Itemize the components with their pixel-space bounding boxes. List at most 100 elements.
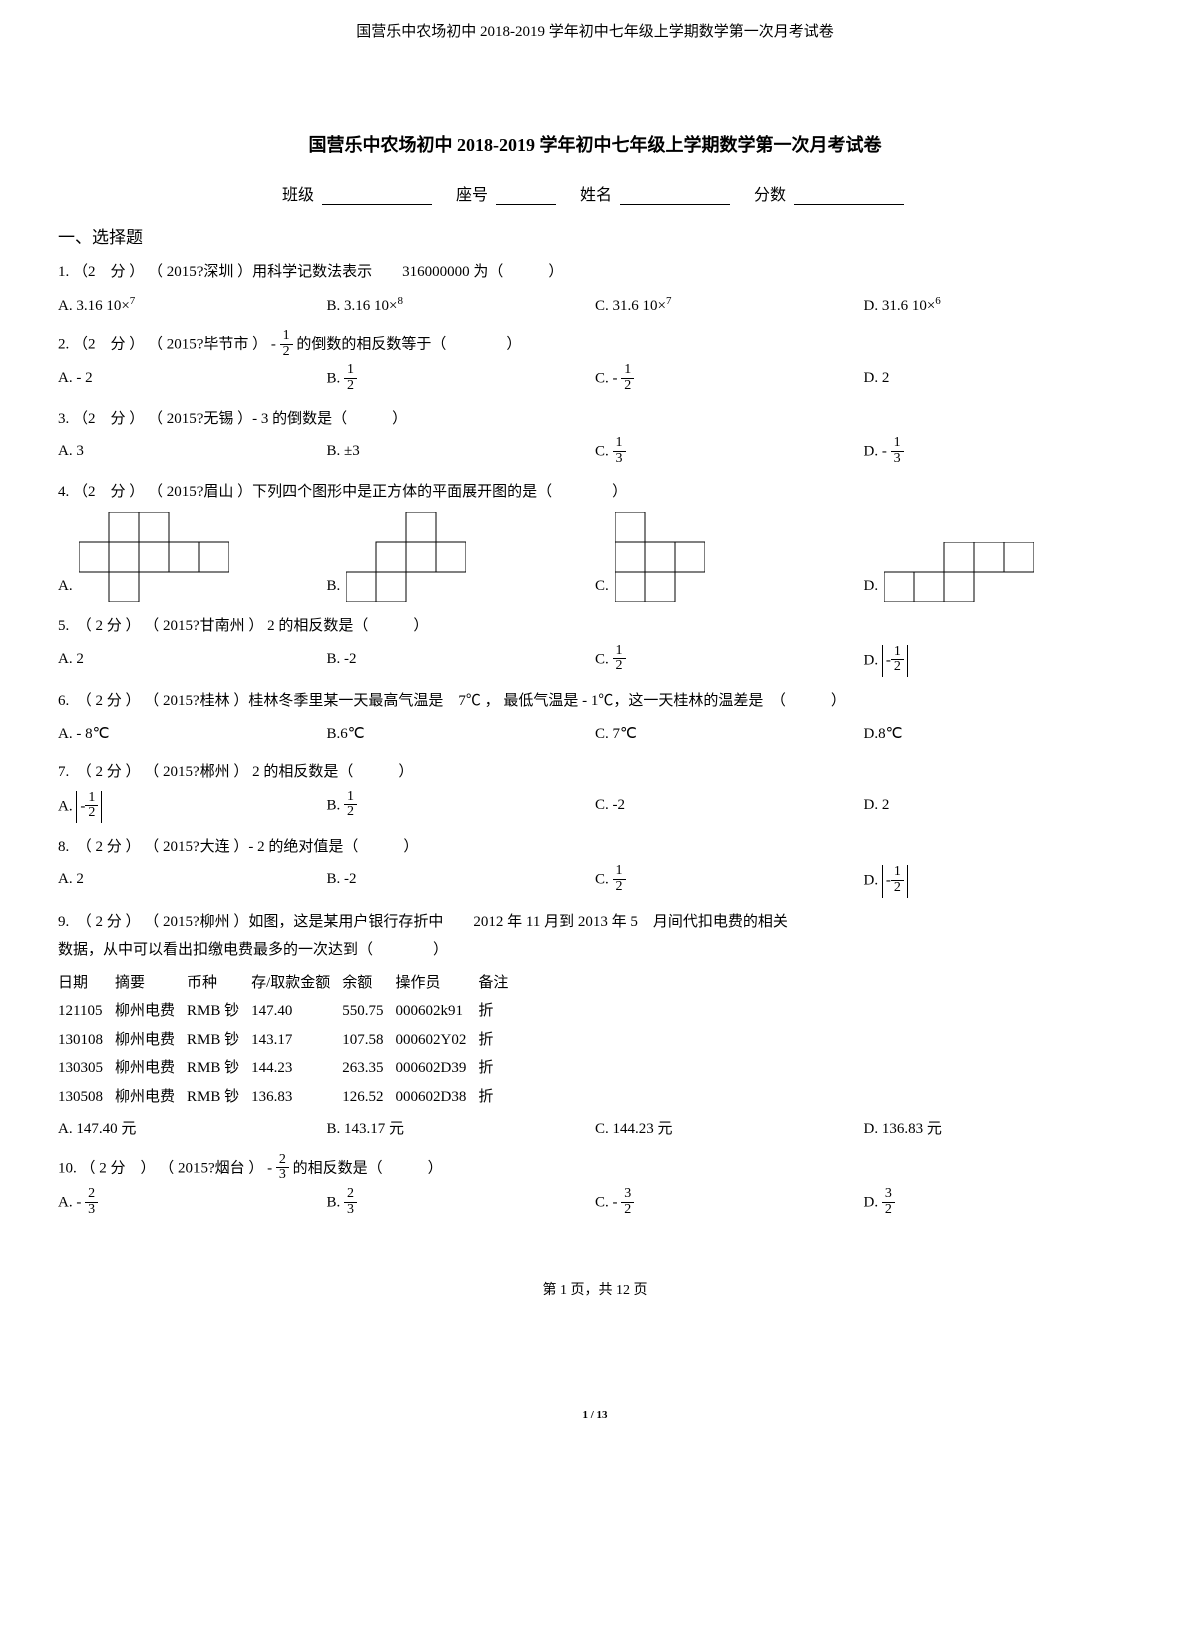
col-date: 日期 xyxy=(58,969,115,998)
cube-net-icon xyxy=(346,512,466,602)
q4-options: A. B. xyxy=(58,512,1132,602)
q8-options: A. 2 B. -2 C. 12 D. -12 xyxy=(58,865,1132,897)
q4-opt-c: C. xyxy=(595,512,864,602)
q3-options: A. 3 B. ±3 C. 13 D. - 13 xyxy=(58,437,1132,467)
q2-opt-a: A. - 2 xyxy=(58,364,327,394)
fraction-icon: 12 xyxy=(344,790,357,820)
q5-stem: 5. （ 2 分 ） （ 2015?甘南州 ） 2 的相反数是（ ） xyxy=(58,612,1132,641)
fraction-icon: 32 xyxy=(621,1187,634,1217)
q4-opt-d: D. xyxy=(864,542,1133,602)
q2-opt-d: D. 2 xyxy=(864,364,1133,394)
q6-opt-a: A. - 8℃ xyxy=(58,720,327,749)
col-operator: 操作员 xyxy=(396,969,479,998)
fraction-icon: 32 xyxy=(882,1187,895,1217)
col-amount: 存/取款金额 xyxy=(251,969,342,998)
class-blank xyxy=(322,190,432,205)
q5-opt-d: D. -12 xyxy=(864,645,1133,677)
fraction-icon: 23 xyxy=(276,1153,289,1183)
table-row: 130508柳州电费RMB 钞136.83126.52000602D38折 xyxy=(58,1083,520,1112)
fraction-icon: 12 xyxy=(613,644,626,674)
question-2: 2. （2 分 ） （ 2015?毕节市 ） - 12 的倒数的相反数等于（ ）… xyxy=(58,330,1132,395)
cube-net-icon xyxy=(884,542,1034,602)
col-currency: 币种 xyxy=(187,969,251,998)
q10-opt-b: B. 23 xyxy=(327,1188,596,1218)
q1-opt-c: C. 31.6 10×7 xyxy=(595,291,864,321)
q2-opt-c: C. - 12 xyxy=(595,364,864,394)
seat-label: 座号 xyxy=(456,187,488,204)
fraction-icon: 12 xyxy=(85,791,98,821)
q3-stem: 3. （2 分 ） （ 2015?无锡 ）- 3 的倒数是（ ） xyxy=(58,405,1132,434)
cube-net-icon xyxy=(615,512,705,602)
fraction-icon: 23 xyxy=(344,1187,357,1217)
q1-opt-b: B. 3.16 10×8 xyxy=(327,291,596,321)
q3-opt-d: D. - 13 xyxy=(864,437,1133,467)
q6-opt-c: C. 7℃ xyxy=(595,720,864,749)
q2-opt-b: B. 12 xyxy=(327,364,596,394)
question-7: 7. （ 2 分 ） （ 2015?郴州 ） 2 的相反数是（ ） A. -12… xyxy=(58,758,1132,823)
q5-opt-c: C. 12 xyxy=(595,645,864,677)
q8-opt-c: C. 12 xyxy=(595,865,864,897)
q6-stem: 6. （ 2 分 ） （ 2015?桂林 ）桂林冬季里某一天最高气温是 7℃ ，… xyxy=(58,687,1132,716)
title-prefix: 国营乐中农场初中 xyxy=(309,135,458,155)
q9-stem-line2: 数据，从中可以看出扣缴电费最多的一次达到（ ） xyxy=(58,936,1132,965)
table-row: 130305柳州电费RMB 钞144.23263.35000602D39折 xyxy=(58,1054,520,1083)
q10-opt-d: D. 32 xyxy=(864,1188,1133,1218)
bank-transactions-table: 日期 摘要 币种 存/取款金额 余额 操作员 备注 121105柳州电费RMB … xyxy=(58,969,520,1112)
q1-opt-d: D. 31.6 10×6 xyxy=(864,291,1133,321)
question-3: 3. （2 分 ） （ 2015?无锡 ）- 3 的倒数是（ ） A. 3 B.… xyxy=(58,405,1132,468)
q7-opt-a: A. -12 xyxy=(58,791,327,823)
abs-icon: -12 xyxy=(882,645,908,677)
q9-options: A. 147.40 元 B. 143.17 元 C. 144.23 元 D. 1… xyxy=(58,1115,1132,1144)
q8-opt-a: A. 2 xyxy=(58,865,327,897)
q7-opt-b: B. 12 xyxy=(327,791,596,823)
q4-stem: 4. （2 分 ） （ 2015?眉山 ）下列四个图形中是正方体的平面展开图的是… xyxy=(58,478,1132,507)
q9-opt-a: A. 147.40 元 xyxy=(58,1115,327,1144)
q4-opt-b: B. xyxy=(327,512,596,602)
fraction-icon: 13 xyxy=(891,436,904,466)
question-9: 9. （ 2 分 ） （ 2015?柳州 ）如图，这是某用户银行存折中 2012… xyxy=(58,908,1132,1144)
title-suffix: 学年初中七年级上学期数学第一次月考试卷 xyxy=(535,135,882,155)
col-remark: 备注 xyxy=(478,969,520,998)
q5-opt-a: A. 2 xyxy=(58,645,327,677)
name-label: 姓名 xyxy=(580,187,612,204)
q3-opt-a: A. 3 xyxy=(58,437,327,467)
q2-stem: 2. （2 分 ） （ 2015?毕节市 ） - 12 的倒数的相反数等于（ ） xyxy=(58,330,1132,360)
fraction-icon: 12 xyxy=(344,363,357,393)
question-4: 4. （2 分 ） （ 2015?眉山 ）下列四个图形中是正方体的平面展开图的是… xyxy=(58,478,1132,603)
q1-options: A. 3.16 10×7 B. 3.16 10×8 C. 31.6 10×7 D… xyxy=(58,291,1132,321)
abs-icon: -12 xyxy=(76,791,102,823)
title-year: 2018-2019 xyxy=(457,135,535,155)
fraction-icon: 12 xyxy=(280,329,293,359)
q8-stem: 8. （ 2 分 ） （ 2015?大连 ）- 2 的绝对值是（ ） xyxy=(58,833,1132,862)
q9-stem-line1: 9. （ 2 分 ） （ 2015?柳州 ）如图，这是某用户银行存折中 2012… xyxy=(58,908,1132,937)
q6-opt-d: D.8℃ xyxy=(864,720,1133,749)
q3-opt-c: C. 13 xyxy=(595,437,864,467)
running-header: 国营乐中农场初中 2018-2019 学年初中七年级上学期数学第一次月考试卷 xyxy=(58,20,1132,41)
table-header-row: 日期 摘要 币种 存/取款金额 余额 操作员 备注 xyxy=(58,969,520,998)
q10-options: A. - 23 B. 23 C. - 32 D. 32 xyxy=(58,1188,1132,1218)
q9-opt-b: B. 143.17 元 xyxy=(327,1115,596,1144)
fraction-icon: 23 xyxy=(85,1187,98,1217)
fraction-icon: 12 xyxy=(621,363,634,393)
table-row: 121105柳州电费RMB 钞147.40550.75000602k91折 xyxy=(58,997,520,1026)
sheet-counter: 1 / 13 xyxy=(58,1409,1132,1421)
q1-opt-a: A. 3.16 10×7 xyxy=(58,291,327,321)
table-row: 130108柳州电费RMB 钞143.17107.58000602Y02折 xyxy=(58,1026,520,1055)
class-label: 班级 xyxy=(282,187,314,204)
student-info-line: 班级 座号 姓名 分数 xyxy=(58,181,1132,205)
seat-blank xyxy=(496,190,556,205)
document-title: 国营乐中农场初中 2018-2019 学年初中七年级上学期数学第一次月考试卷 xyxy=(58,131,1132,157)
q6-options: A. - 8℃ B.6℃ C. 7℃ D.8℃ xyxy=(58,720,1132,749)
cube-net-icon xyxy=(79,512,229,602)
question-8: 8. （ 2 分 ） （ 2015?大连 ）- 2 的绝对值是（ ） A. 2 … xyxy=(58,833,1132,898)
abs-icon: -12 xyxy=(882,865,908,897)
q10-opt-a: A. - 23 xyxy=(58,1188,327,1218)
exam-page: 国营乐中农场初中 2018-2019 学年初中七年级上学期数学第一次月考试卷 国… xyxy=(0,0,1190,1461)
q5-opt-b: B. -2 xyxy=(327,645,596,677)
page-footer: 第 1 页，共 12 页 xyxy=(58,1279,1132,1299)
fraction-icon: 12 xyxy=(613,864,626,894)
question-10: 10. （ 2 分 ） （ 2015?烟台 ） - 23 的相反数是（ ） A.… xyxy=(58,1154,1132,1219)
score-label: 分数 xyxy=(754,187,786,204)
col-summary: 摘要 xyxy=(115,969,187,998)
section-1-heading: 一、选择题 xyxy=(58,223,1132,248)
